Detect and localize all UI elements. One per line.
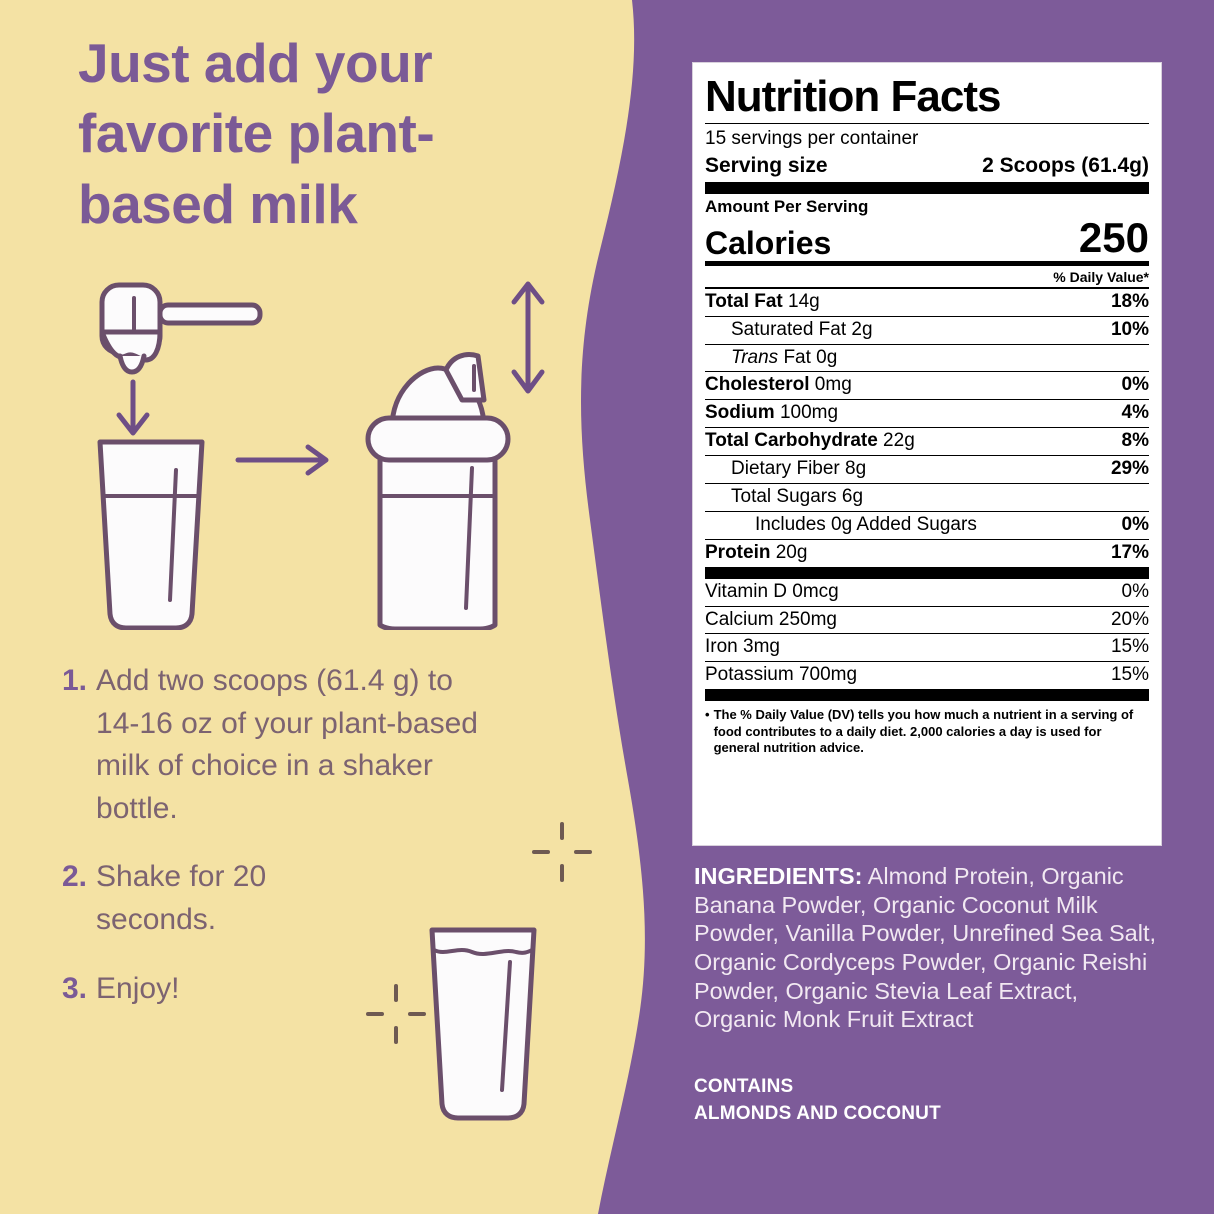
preparation-illustration bbox=[97, 281, 545, 630]
nutrient-row: Sodium 100mg 4% bbox=[705, 399, 1149, 427]
serving-size-row: Serving size 2 Scoops (61.4g) bbox=[705, 151, 1149, 182]
nutrient-daily-value: 17% bbox=[1110, 541, 1149, 563]
footnote-bullet: • bbox=[705, 707, 710, 723]
nutrient-row: Saturated Fat 2g 10% bbox=[705, 315, 1149, 344]
vitamin-row: Calcium 250mg 20% bbox=[705, 605, 1149, 634]
down-arrow-icon bbox=[116, 379, 150, 436]
nutrient-row: Cholesterol 0mg 0% bbox=[705, 371, 1149, 399]
step-text: Shake for 20 seconds. bbox=[96, 860, 267, 936]
shaker-bottle-icon bbox=[365, 352, 511, 630]
step-text: Enjoy! bbox=[96, 971, 180, 1005]
nutrient-name: Includes 0g Added Sugars bbox=[755, 513, 977, 535]
nutrient-daily-value: 4% bbox=[1121, 402, 1149, 424]
step-number: 1. bbox=[62, 664, 88, 697]
nutrient-name: Total Carbohydrate 22g bbox=[705, 430, 915, 452]
steps-list: 1. Add two scoops (61.4 g) to 14-16 oz o… bbox=[62, 660, 582, 1036]
nutrient-row: Trans Fat 0g bbox=[705, 343, 1149, 372]
divider bbox=[705, 689, 1149, 702]
step-text: Add two scoops (61.4 g) to 14-16 oz of y… bbox=[96, 664, 478, 825]
contains-value: ALMONDS AND COCONUT bbox=[694, 1102, 941, 1124]
nutrient-row: Protein 20g 17% bbox=[705, 538, 1149, 567]
list-item: 2. Shake for 20 seconds. bbox=[62, 856, 582, 941]
sparkle-icon bbox=[366, 984, 426, 1044]
step-number: 3. bbox=[62, 971, 88, 1005]
nutrient-daily-value: 29% bbox=[1110, 458, 1149, 480]
nutrient-name: Dietary Fiber 8g bbox=[731, 458, 867, 480]
nutrient-daily-value: 10% bbox=[1110, 318, 1149, 340]
nutrient-daily-value: 0% bbox=[1121, 513, 1149, 535]
vitamin-daily-value: 15% bbox=[1110, 636, 1149, 658]
vitamin-row: Vitamin D 0mcg 0% bbox=[705, 579, 1149, 606]
sparkle-icon bbox=[532, 822, 592, 882]
nutrient-row: Total Carbohydrate 22g 8% bbox=[705, 427, 1149, 455]
nutrient-name: Total Fat 14g bbox=[705, 290, 820, 312]
instructions-section: Just add your favorite plant-based milk bbox=[62, 32, 592, 1121]
calories-row: Calories 250 bbox=[705, 213, 1149, 261]
nutrient-name: Saturated Fat 2g bbox=[731, 318, 873, 340]
calories-label: Calories bbox=[705, 224, 832, 261]
allergen-statement: CONTAINS ALMONDS AND COCONUT bbox=[694, 1074, 1162, 1128]
nutrient-name: Sodium 100mg bbox=[705, 402, 839, 424]
serving-size-label: Serving size bbox=[705, 153, 828, 177]
nutrient-row: Total Fat 14g 18% bbox=[705, 286, 1149, 316]
scoop-icon bbox=[99, 282, 263, 375]
calories-value: 250 bbox=[1078, 213, 1149, 261]
nutrition-facts-panel: Nutrition Facts 15 servings per containe… bbox=[692, 62, 1162, 846]
nutrient-name: Total Sugars 6g bbox=[731, 485, 864, 507]
list-item: 3. Enjoy! bbox=[62, 968, 582, 1011]
serving-size-value: 2 Scoops (61.4g) bbox=[982, 153, 1149, 177]
step-number: 2. bbox=[62, 860, 88, 894]
daily-value-footnote: • The % Daily Value (DV) tells you how m… bbox=[705, 701, 1149, 757]
glass-icon bbox=[97, 439, 205, 630]
nutrition-facts-title: Nutrition Facts bbox=[705, 72, 1001, 121]
vitamin-name: Potassium 700mg bbox=[705, 664, 858, 686]
vitamin-daily-value: 15% bbox=[1110, 664, 1149, 686]
vitamin-name: Iron 3mg bbox=[705, 636, 780, 658]
vitamin-row: Potassium 700mg 15% bbox=[705, 661, 1149, 689]
vitamin-row: Iron 3mg 15% bbox=[705, 633, 1149, 661]
page-title: Just add your favorite plant-based milk bbox=[78, 32, 435, 235]
list-item: 1. Add two scoops (61.4 g) to 14-16 oz o… bbox=[62, 660, 582, 830]
vitamin-name: Vitamin D 0mcg bbox=[705, 580, 839, 602]
nutrient-daily-value: 0% bbox=[1121, 374, 1149, 396]
daily-value-header: % Daily Value* bbox=[1053, 268, 1149, 285]
ingredients-label: INGREDIENTS: bbox=[694, 863, 863, 889]
amount-per-serving-label: Amount Per Serving bbox=[705, 196, 869, 216]
vitamin-daily-value: 0% bbox=[1121, 580, 1149, 602]
footnote-text: The % Daily Value (DV) tells you how muc… bbox=[713, 707, 1134, 756]
ingredients-list: Almond Protein, Organic Banana Powder, O… bbox=[694, 863, 1157, 1033]
vitamin-rows: Vitamin D 0mcg 0% Calcium 250mg 20% Iron 3mg… bbox=[705, 579, 1149, 690]
nutrient-name: Cholesterol 0mg bbox=[705, 374, 852, 396]
right-arrow-icon bbox=[235, 444, 329, 476]
nutrient-daily-value: 8% bbox=[1121, 430, 1149, 452]
divider bbox=[705, 566, 1149, 579]
nutrient-daily-value: 18% bbox=[1110, 290, 1149, 312]
nutrient-name: Protein 20g bbox=[705, 541, 808, 563]
up-down-shake-arrow-icon bbox=[511, 281, 545, 394]
contains-label: CONTAINS bbox=[694, 1076, 794, 1097]
servings-per-container: 15 servings per container bbox=[705, 128, 919, 149]
ingredients-text: INGREDIENTS: Almond Protein, Organic Ban… bbox=[694, 862, 1162, 1034]
vitamin-name: Calcium 250mg bbox=[705, 608, 837, 630]
milk-glass-icon bbox=[429, 927, 537, 1121]
nutrient-row: Dietary Fiber 8g 29% bbox=[705, 455, 1149, 483]
nutrient-name: Trans Fat 0g bbox=[731, 346, 838, 368]
nutrient-rows: Total Fat 14g 18% Saturated Fat 2g 10% Trans… bbox=[705, 286, 1149, 567]
vitamin-daily-value: 20% bbox=[1110, 608, 1149, 630]
nutrient-row: Total Sugars 6g bbox=[705, 482, 1149, 511]
nutrient-row: Includes 0g Added Sugars 0% bbox=[705, 510, 1149, 539]
